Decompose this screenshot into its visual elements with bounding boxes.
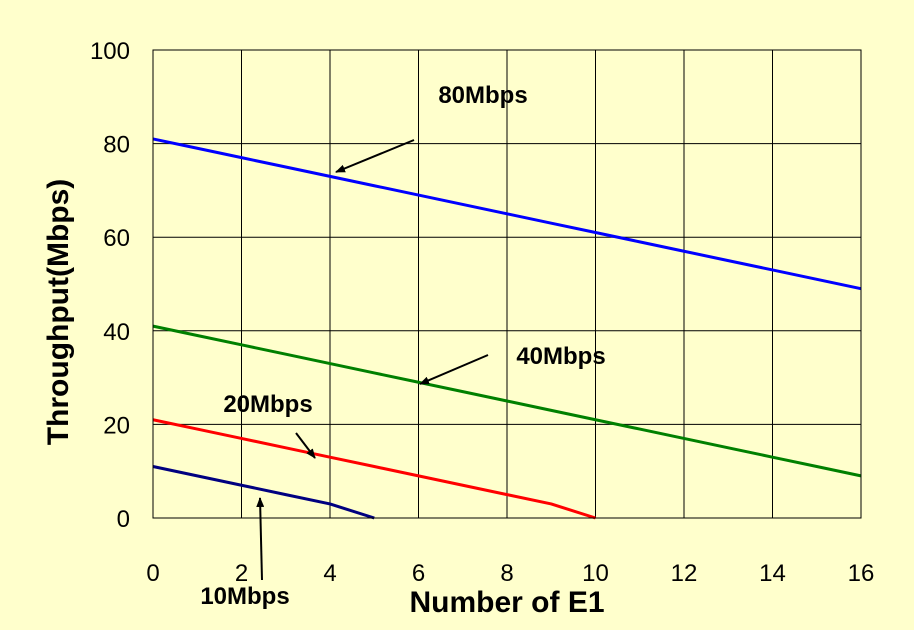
arrow-80mbps (335, 139, 415, 173)
series-label-40mbps: 40Mbps (516, 343, 605, 370)
x-tick-label: 8 (500, 560, 513, 587)
x-axis-title: Number of E1 (409, 586, 604, 619)
y-tick-labels: 0 20 40 60 80 100 (90, 38, 130, 533)
x-tick-label: 10 (582, 560, 609, 587)
x-tick-labels: 0 2 4 6 8 10 12 14 16 (146, 560, 874, 587)
y-tick-label: 80 (103, 132, 130, 159)
series-label-10mbps: 10Mbps (200, 583, 289, 610)
x-tick-label: 0 (146, 560, 159, 587)
plot-area-border (152, 49, 862, 519)
series-label-80mbps: 80Mbps (438, 82, 527, 109)
x-tick-label: 16 (848, 560, 875, 587)
series-line-80mbps (152, 137, 862, 291)
x-tick-label: 6 (412, 560, 425, 587)
y-tick-label: 20 (103, 412, 130, 439)
y-tick-label: 40 (103, 319, 130, 346)
x-tick-label: 2 (235, 560, 248, 587)
series-line-20mbps (152, 418, 596, 520)
series-line-10mbps (152, 465, 375, 520)
arrow-40mbps (419, 354, 489, 385)
series-annotations: 80Mbps 40Mbps 20Mbps 10Mbps (200, 82, 605, 610)
arrow-10mbps (256, 497, 265, 581)
arrow-20mbps (295, 432, 316, 459)
series-label-20mbps: 20Mbps (223, 391, 312, 418)
y-tick-label: 60 (103, 225, 130, 252)
y-tick-label: 0 (117, 506, 130, 533)
series-line-40mbps (152, 324, 862, 478)
y-axis-title: Throughput(Mbps) (42, 179, 75, 446)
x-tick-label: 4 (323, 560, 336, 587)
x-tick-label: 12 (671, 560, 698, 587)
grid (152, 49, 862, 519)
y-tick-label: 100 (90, 38, 130, 65)
series-lines (152, 137, 862, 520)
x-tick-label: 14 (759, 560, 786, 587)
